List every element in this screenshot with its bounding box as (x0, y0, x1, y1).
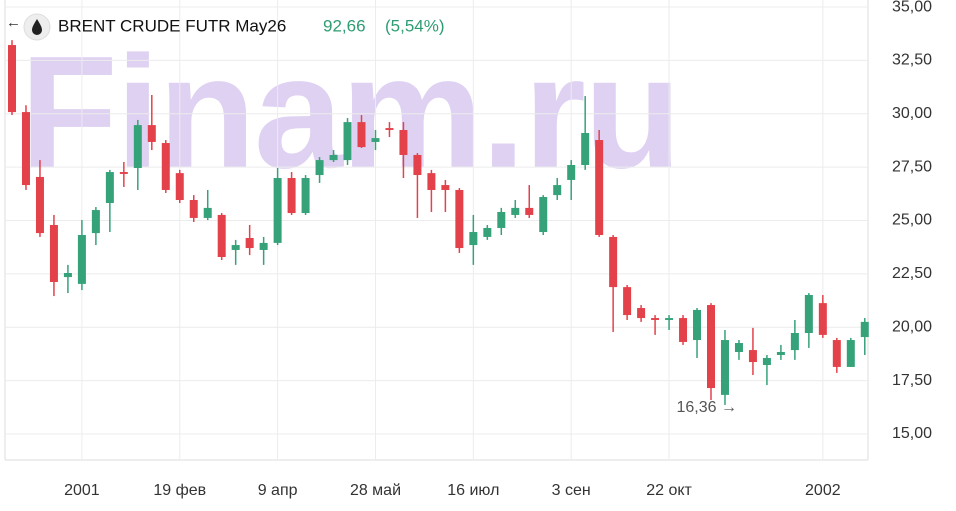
candle-body (567, 165, 576, 180)
candle-body (595, 140, 604, 236)
candle-body (259, 242, 268, 250)
y-tick-label: 17,50 (892, 372, 932, 389)
candle-body (189, 200, 198, 218)
candle-body (553, 185, 562, 196)
candle-body (161, 143, 170, 190)
candle-body (455, 189, 464, 249)
candle-body (49, 224, 58, 282)
candle-body (846, 340, 855, 367)
candle-body (231, 245, 240, 250)
x-tick-label: 3 сен (552, 482, 591, 499)
candle-body (315, 160, 324, 176)
candle-body (539, 197, 548, 233)
candle-body (21, 112, 30, 186)
candle-body (497, 211, 506, 228)
candle-body (175, 173, 184, 201)
icon-drop (32, 19, 42, 35)
candle-body (245, 238, 254, 249)
candle-body (413, 154, 422, 176)
candle-body (427, 173, 436, 190)
candle-body (651, 318, 660, 320)
candle-body (776, 351, 785, 355)
candle-body (301, 178, 310, 214)
back-arrow[interactable]: ← (6, 14, 21, 31)
candle-body (385, 128, 394, 130)
candle-body (762, 357, 771, 366)
y-tick-label: 30,00 (892, 105, 932, 122)
candle-body (469, 232, 478, 246)
candle-body (441, 185, 450, 190)
candle-body (483, 227, 492, 237)
candle-body (581, 132, 590, 166)
candle-body (679, 318, 688, 342)
candle-body (818, 303, 827, 335)
candle-body (91, 210, 100, 234)
header: ← BRENT CRUDE FUTR May26 92,66 (5,54%) (6, 13, 445, 41)
candle-body (804, 294, 813, 333)
y-tick-label: 32,50 (892, 52, 932, 69)
candle-body (133, 125, 142, 168)
candle-body (734, 343, 743, 352)
price: 92,66 (323, 16, 366, 35)
candle-body (511, 207, 520, 215)
annotation: 16,36 → (676, 399, 736, 416)
candle-body (203, 207, 212, 218)
candle-body (8, 45, 16, 113)
candle-body (119, 172, 128, 174)
candle-body (748, 350, 757, 363)
candle-body (371, 138, 380, 142)
y-tick-label: 15,00 (892, 425, 932, 442)
plot: Finam.ru 15,00 17,50 20,00 22,50 25,00 27,50 30… (4, 0, 932, 499)
x-tick-label: 9 апр (258, 482, 298, 499)
y-tick-label: 35,00 (892, 0, 932, 15)
candle-body (525, 207, 534, 215)
instrument-title: BRENT CRUDE FUTR May26 (58, 16, 286, 35)
candle-body (329, 154, 338, 161)
candle-body (637, 308, 646, 319)
x-tick-label: 2001 (64, 482, 100, 499)
candle-body (217, 214, 226, 258)
candle-body (63, 273, 72, 278)
y-tick-label: 27,50 (892, 158, 932, 175)
candle-body (35, 176, 44, 234)
x-tick-label: 22 окт (646, 482, 692, 499)
candle-body (707, 305, 715, 389)
candle-body (273, 178, 282, 243)
candle-body (609, 236, 618, 288)
candle-body (623, 287, 632, 316)
candle-body (147, 125, 156, 142)
change: (5,54%) (385, 16, 445, 35)
candle-body (693, 309, 702, 341)
x-tick-label: 16 июл (447, 482, 499, 499)
y-tick-label: 20,00 (892, 318, 932, 335)
candle-body (720, 340, 729, 395)
watermark: Finam.ru (20, 22, 680, 201)
x-tick-label: 2002 (805, 482, 841, 499)
candle-body (860, 321, 869, 338)
candle-body (832, 340, 841, 367)
candle-body (357, 122, 366, 148)
x-tick-label: 28 май (350, 482, 401, 499)
candle-body (399, 129, 408, 155)
candle-body (790, 332, 799, 351)
candle-body (287, 178, 296, 214)
x-tick-label: 19 фев (153, 482, 206, 499)
y-tick-label: 25,00 (892, 212, 932, 229)
y-tick-label: 22,50 (892, 265, 932, 282)
candle-body (77, 235, 86, 284)
candle-body (105, 172, 114, 203)
candle-body (665, 318, 674, 320)
candle-body (343, 122, 352, 161)
